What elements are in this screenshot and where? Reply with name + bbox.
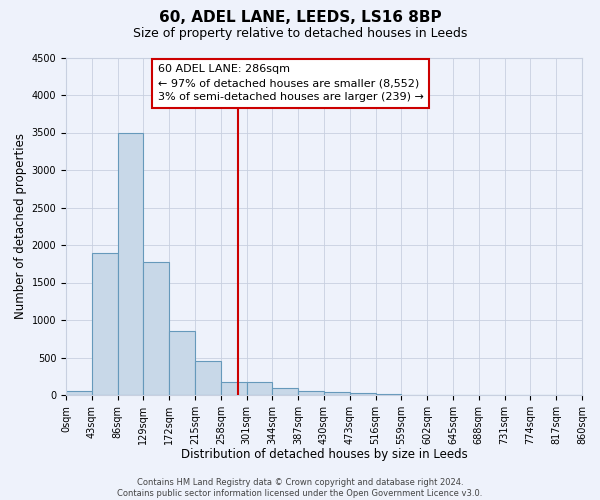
Bar (298, 390, 324, 395)
Bar (66, 391, 92, 395)
Bar (195, 361, 221, 395)
Bar (143, 262, 169, 395)
Bar (324, 392, 350, 395)
Text: 60 ADEL LANE: 286sqm
← 97% of detached houses are smaller (8,552)
3% of semi-det: 60 ADEL LANE: 286sqm ← 97% of detached h… (158, 64, 424, 102)
X-axis label: Distribution of detached houses by size in Leeds: Distribution of detached houses by size … (181, 448, 467, 462)
Bar (169, 331, 195, 395)
Bar (92, 252, 118, 395)
Bar (118, 132, 143, 395)
Bar (272, 388, 298, 395)
Text: 60, ADEL LANE, LEEDS, LS16 8BP: 60, ADEL LANE, LEEDS, LS16 8BP (158, 10, 442, 25)
Text: Contains HM Land Registry data © Crown copyright and database right 2024.
Contai: Contains HM Land Registry data © Crown c… (118, 478, 482, 498)
Bar (376, 394, 401, 395)
Bar (350, 393, 376, 395)
Bar (247, 382, 272, 395)
Y-axis label: Number of detached properties: Number of detached properties (14, 133, 28, 320)
Bar (221, 382, 247, 395)
Text: Size of property relative to detached houses in Leeds: Size of property relative to detached ho… (133, 28, 467, 40)
